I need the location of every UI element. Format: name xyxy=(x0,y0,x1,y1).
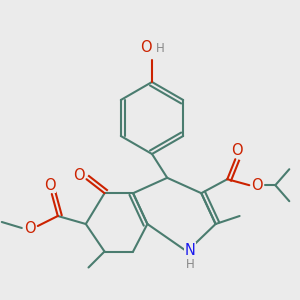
Text: H: H xyxy=(156,41,164,55)
Text: H: H xyxy=(186,258,194,271)
Text: O: O xyxy=(24,220,36,236)
Text: O: O xyxy=(140,40,152,56)
Text: O: O xyxy=(251,178,263,193)
Text: O: O xyxy=(232,143,243,158)
Text: O: O xyxy=(73,168,84,183)
Text: N: N xyxy=(184,243,195,258)
Text: O: O xyxy=(44,178,56,193)
